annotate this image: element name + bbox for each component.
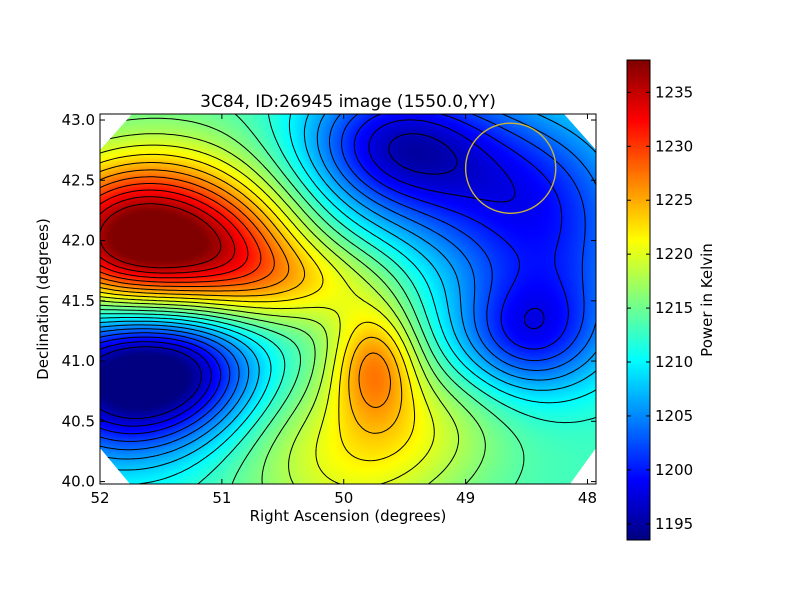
- contour-lines: [100, 114, 596, 484]
- colorbar-tick-label: 1225: [655, 191, 693, 209]
- y-tick-label: 40.0: [62, 473, 95, 491]
- y-tick-label: 43.0: [62, 111, 95, 129]
- x-tick-label: 51: [212, 489, 231, 507]
- y-tick-label: 42.0: [62, 232, 95, 250]
- colorbar-tick-label: 1205: [655, 407, 693, 425]
- x-tick-label: 48: [578, 489, 597, 507]
- contour-line: [100, 114, 569, 435]
- contour-line: [100, 169, 391, 408]
- plot-frame: [99, 113, 597, 485]
- colorbar-tick-label: 1200: [655, 461, 693, 479]
- y-axis-label: Declination (degrees): [34, 218, 52, 380]
- contour-line: [100, 144, 435, 484]
- colorbar-tick-label: 1230: [655, 137, 693, 155]
- colorbar-tick-label: 1215: [655, 299, 693, 317]
- contour-line: [100, 189, 249, 279]
- contour-line: [100, 114, 596, 451]
- y-tick-label: 41.5: [62, 292, 95, 310]
- x-tick-label: 52: [90, 489, 109, 507]
- x-axis-ticks: 52 51 50 49 48: [90, 114, 597, 507]
- contour-line: [100, 176, 275, 287]
- contour-line: [100, 133, 458, 419]
- colorbar-tick-label: 1210: [655, 353, 693, 371]
- x-tick-label: 49: [456, 489, 475, 507]
- contour-line: [100, 114, 586, 442]
- contour-line: [100, 114, 596, 484]
- contour-line: [100, 114, 525, 484]
- contour-line: [100, 183, 262, 283]
- contour-line: [100, 114, 596, 471]
- y-tick-label: 40.5: [62, 412, 95, 430]
- contour-line: [100, 196, 236, 274]
- chart-title: 3C84, ID:26945 image (1550.0,YY): [200, 92, 496, 112]
- plot-area: 52 51 50 49 48 40.0 40.5 41.0 41.5 42.0 42.5 43.0: [62, 111, 597, 507]
- colorbar-tick-label: 1235: [655, 83, 693, 101]
- contour-line: [100, 203, 222, 269]
- x-tick-label: 50: [334, 489, 353, 507]
- x-axis-label: Right Ascension (degrees): [250, 507, 447, 525]
- colorbar-ticks: 1195 1200 1205 1210 1215 1220 1225 1230 1235: [627, 83, 693, 533]
- y-axis-ticks: 40.0 40.5 41.0 41.5 42.0 42.5 43.0: [62, 111, 596, 491]
- heatmap-image: [100, 114, 596, 484]
- contour-line: [100, 153, 416, 462]
- colorbar-gradient: [627, 60, 650, 540]
- y-tick-label: 41.0: [62, 352, 95, 370]
- y-tick-label: 42.5: [62, 171, 95, 189]
- colorbar-frame: [626, 59, 651, 541]
- contour-line: [100, 117, 486, 484]
- colorbar-tick-label: 1220: [655, 245, 693, 263]
- contour-line: [100, 133, 460, 484]
- contour-line: [100, 162, 403, 434]
- contour-line: [100, 119, 545, 427]
- colorbar: 1195 1200 1205 1210 1215 1220 1225 1230 1235: [626, 59, 693, 541]
- beam-circle: [464, 122, 557, 215]
- colorbar-label: Power in Kelvin: [698, 243, 716, 357]
- colorbar-tick-label: 1195: [655, 515, 693, 533]
